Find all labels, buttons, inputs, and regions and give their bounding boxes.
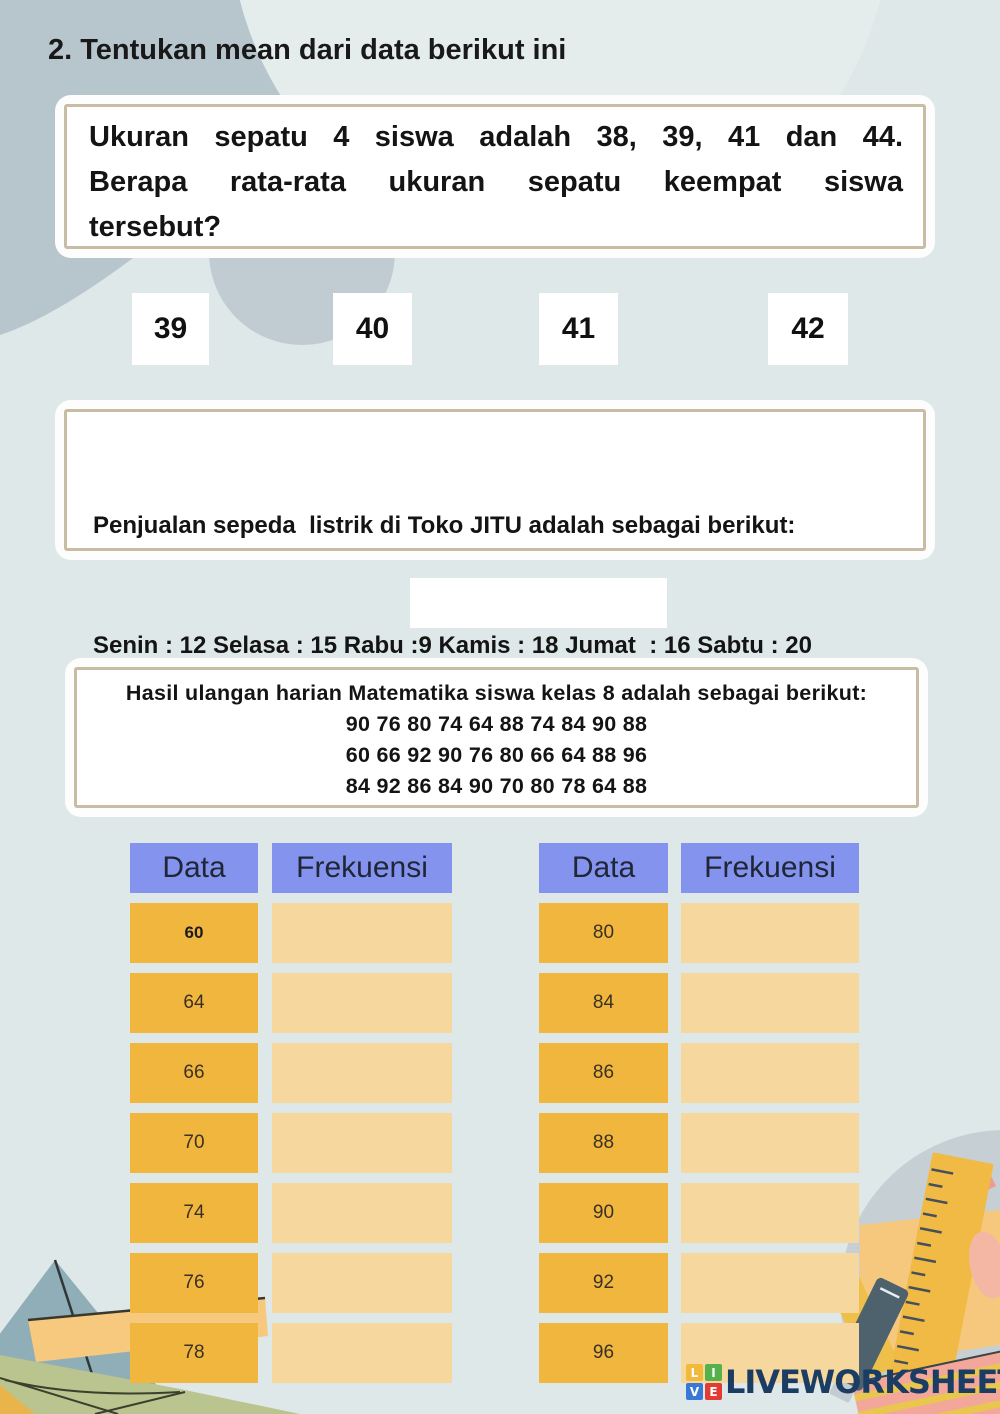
right-header-data: Data (539, 843, 668, 893)
option-42[interactable]: 42 (768, 293, 848, 365)
data-cell-70: 70 (130, 1113, 258, 1173)
frequency-table-left: Data Frekuensi 60 64 66 70 74 76 78 (130, 843, 452, 1383)
option-39[interactable]: 39 (132, 293, 209, 365)
question1-box: Ukuran sepatu 4 siswa adalah 38, 39, 41 … (55, 95, 935, 258)
frequency-input-60[interactable] (272, 903, 452, 963)
question3-data-line2: 60 66 92 90 76 80 66 64 88 96 (345, 743, 648, 767)
data-cell-78: 78 (130, 1323, 258, 1383)
frequency-input-88[interactable] (681, 1113, 859, 1173)
logo-square-e: E (705, 1383, 722, 1400)
data-cell-86: 86 (539, 1043, 668, 1103)
left-header-frequency: Frekuensi (272, 843, 452, 893)
frequency-input-80[interactable] (681, 903, 859, 963)
left-header-data: Data (130, 843, 258, 893)
frequency-input-78[interactable] (272, 1323, 452, 1383)
frequency-input-84[interactable] (681, 973, 859, 1033)
liveworksheets-logo: L I V E LIVEWORKSHEETS (686, 1363, 1000, 1401)
question2-line2: Senin : 12 Selasa : 15 Rabu :9 Kamis : 1… (93, 632, 812, 659)
bottom-right-illustration (825, 1130, 1000, 1414)
logo-square-i: I (705, 1364, 722, 1381)
data-cell-64: 64 (130, 973, 258, 1033)
question2-box: Penjualan sepeda listrik di Toko JITU ad… (55, 400, 935, 779)
liveworksheets-grid-icon: L I V E (686, 1364, 722, 1400)
data-cell-90: 90 (539, 1183, 668, 1243)
data-cell-76: 76 (130, 1253, 258, 1313)
frequency-input-86[interactable] (681, 1043, 859, 1103)
question3-data-line3: 84 92 86 84 90 70 80 78 64 88 (345, 774, 648, 798)
logo-square-l: L (686, 1364, 703, 1381)
data-cell-80: 80 (539, 903, 668, 963)
frequency-input-64[interactable] (272, 973, 452, 1033)
question3-intro: Hasil ulangan harian Matematika siswa ke… (125, 681, 868, 705)
frequency-input-76[interactable] (272, 1253, 452, 1313)
page-title: 2. Tentukan mean dari data berikut ini (48, 34, 567, 66)
question3-data-line1: 90 76 80 74 64 88 74 84 90 88 (345, 712, 648, 736)
frequency-table-right: Data Frekuensi 80 84 86 88 90 92 96 (539, 843, 859, 1383)
logo-square-v: V (686, 1383, 703, 1400)
question1-line2: Berapa rata-rata ukuran sepatu keempat s… (89, 166, 903, 198)
frequency-input-66[interactable] (272, 1043, 452, 1103)
question1-line1: Ukuran sepatu 4 siswa adalah 38, 39, 41 … (89, 121, 903, 153)
data-cell-60: 60 (130, 903, 258, 963)
right-header-frequency: Frekuensi (681, 843, 859, 893)
frequency-input-70[interactable] (272, 1113, 452, 1173)
data-cell-84: 84 (539, 973, 668, 1033)
frequency-input-92[interactable] (681, 1253, 859, 1313)
question2-line1: Penjualan sepeda listrik di Toko JITU ad… (93, 512, 796, 539)
liveworksheets-logo-text: LIVEWORKSHEETS (725, 1363, 1000, 1401)
question3-box: Hasil ulangan harian Matematika siswa ke… (65, 658, 928, 817)
option-41[interactable]: 41 (539, 293, 618, 365)
question3-box-border: Hasil ulangan harian Matematika siswa ke… (74, 667, 919, 808)
data-cell-88: 88 (539, 1113, 668, 1173)
data-cell-66: 66 (130, 1043, 258, 1103)
question2-box-border: Penjualan sepeda listrik di Toko JITU ad… (64, 409, 926, 779)
question2-answer-input[interactable] (410, 578, 667, 628)
frequency-input-74[interactable] (272, 1183, 452, 1243)
question1-line3: tersebut? (89, 211, 222, 243)
option-40[interactable]: 40 (333, 293, 412, 365)
data-cell-92: 92 (539, 1253, 668, 1313)
data-cell-96: 96 (539, 1323, 668, 1383)
question1-box-border: Ukuran sepatu 4 siswa adalah 38, 39, 41 … (64, 104, 926, 249)
data-cell-74: 74 (130, 1183, 258, 1243)
frequency-input-90[interactable] (681, 1183, 859, 1243)
